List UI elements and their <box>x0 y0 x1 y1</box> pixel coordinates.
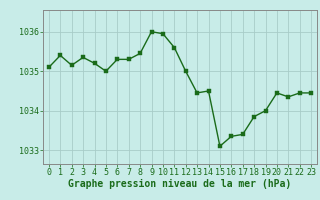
X-axis label: Graphe pression niveau de la mer (hPa): Graphe pression niveau de la mer (hPa) <box>68 179 292 189</box>
